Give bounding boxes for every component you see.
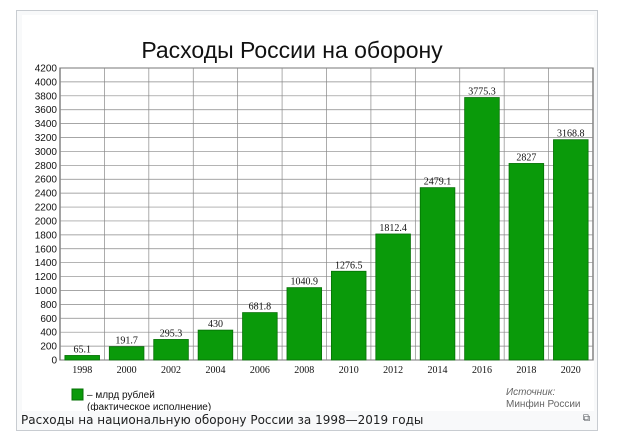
y-tick-label: 1000: [35, 286, 58, 297]
bar-value-label: 3775.3: [468, 87, 496, 98]
bar-2006[interactable]: [242, 312, 278, 361]
y-tick-label: 1800: [35, 230, 58, 241]
x-tick-label: 2002: [161, 365, 181, 376]
y-tick-label: 2000: [35, 216, 58, 227]
y-tick-label: 2400: [35, 189, 58, 200]
figure-caption: Расходы на национальную оборону России з…: [21, 413, 424, 427]
y-tick-label: 3000: [35, 147, 58, 158]
x-tick-label: 2006: [250, 365, 270, 376]
legend-sublabel: (фактическое исполнение): [87, 401, 211, 411]
bar-2010[interactable]: [330, 270, 367, 361]
bar-2016[interactable]: [464, 97, 500, 361]
figure-frame: 0 200 400 600 800 1000 1200 1400 1600 1800 2000 220…: [16, 10, 598, 431]
bar-value-label: 681.8: [249, 302, 272, 313]
x-tick-label: 1998: [72, 365, 92, 376]
enlarge-icon[interactable]: ⧉: [582, 413, 591, 424]
bar-value-label: 2827: [516, 152, 536, 163]
y-tick-label: 3400: [35, 119, 58, 130]
legend-label: – млрд рублей: [87, 389, 155, 401]
bar-1998[interactable]: [64, 355, 100, 361]
y-tick-label: 2600: [35, 175, 58, 186]
y-tick-label: 4000: [35, 77, 58, 88]
x-tick-label: 2010: [339, 365, 359, 376]
y-tick-label: 3600: [35, 105, 58, 116]
x-tick-label: 2008: [294, 365, 314, 376]
y-tick-label: 1200: [35, 272, 58, 283]
x-tick-label: 2014: [428, 365, 448, 376]
x-tick-label: 2012: [383, 365, 403, 376]
y-tick-label: 0: [51, 356, 57, 367]
bar-value-label: 295.3: [160, 328, 183, 339]
x-tick-label: 2020: [561, 365, 581, 376]
x-tick-label: 2016: [472, 365, 492, 376]
source-name: Минфин России: [506, 398, 581, 410]
bar-value-label: 1040.9: [291, 277, 319, 288]
bar-2018[interactable]: [508, 163, 545, 361]
y-tick-label: 2800: [35, 161, 58, 172]
bar-2004[interactable]: [197, 329, 234, 361]
bar-value-label: 1276.5: [335, 260, 363, 271]
chart-container[interactable]: 0 200 400 600 800 1000 1200 1400 1600 1800 2000 220…: [22, 15, 594, 411]
bar-value-label: 2479.1: [424, 177, 452, 188]
bar-2008[interactable]: [286, 287, 323, 361]
bar-value-label: 191.7: [115, 336, 138, 347]
legend-swatch: [71, 388, 84, 401]
bar-chart: 0 200 400 600 800 1000 1200 1400 1600 1800 2000 220…: [35, 37, 594, 411]
bar-value-label: 65.1: [73, 344, 91, 355]
y-tick-label: 3800: [35, 91, 58, 102]
source-label: Источник:: [506, 387, 555, 398]
bar-2020[interactable]: [553, 139, 589, 361]
bar-2000[interactable]: [108, 346, 145, 361]
bar-value-label: 430: [208, 319, 223, 330]
y-tick-label: 600: [40, 314, 57, 325]
y-tick-label: 2200: [35, 203, 58, 214]
y-tick-label: 400: [40, 328, 57, 339]
y-tick-label: 200: [40, 342, 57, 353]
bar-2014[interactable]: [419, 187, 456, 361]
y-tick-label: 1600: [35, 244, 58, 255]
y-tick-label: 1400: [35, 258, 58, 269]
x-tick-label: 2000: [117, 365, 137, 376]
bar-value-label: 1812.4: [379, 223, 407, 234]
x-tick-label: 2018: [516, 365, 536, 376]
chart-title: Расходы России на оборону: [141, 37, 443, 63]
y-tick-label: 3200: [35, 133, 58, 144]
bar-2012[interactable]: [375, 233, 411, 361]
x-tick-label: 2004: [205, 365, 225, 376]
y-tick-label: 800: [40, 300, 57, 311]
bar-value-label: 3168.8: [557, 129, 585, 140]
bar-2002[interactable]: [153, 339, 189, 361]
y-tick-label: 4200: [35, 64, 58, 75]
